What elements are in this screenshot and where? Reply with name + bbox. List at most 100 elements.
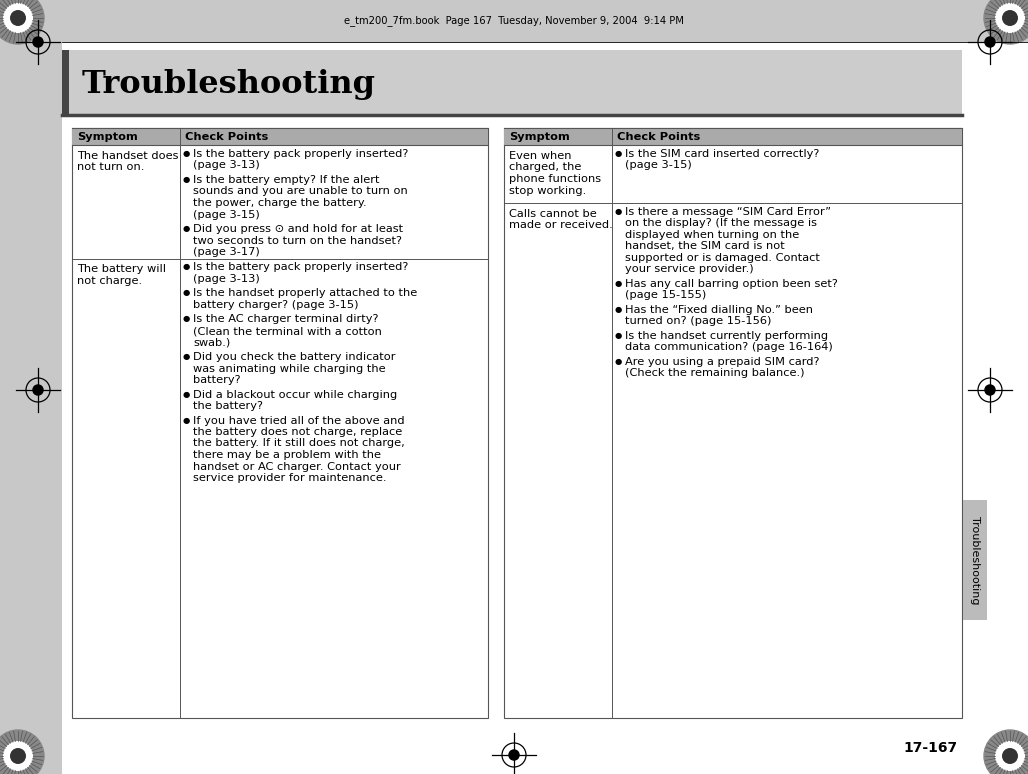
Circle shape [10, 748, 26, 763]
Text: (page 15-155): (page 15-155) [625, 290, 706, 300]
Text: data communication? (page 16-164): data communication? (page 16-164) [625, 343, 833, 352]
Text: Even when: Even when [509, 151, 572, 161]
Text: (page 3-17): (page 3-17) [193, 247, 260, 257]
Text: the power, charge the battery.: the power, charge the battery. [193, 198, 367, 208]
Text: sounds and you are unable to turn on: sounds and you are unable to turn on [193, 187, 408, 197]
Text: ●: ● [615, 305, 622, 314]
Circle shape [33, 37, 43, 47]
Circle shape [10, 11, 26, 26]
Bar [62, 50, 69, 115]
Text: the battery does not charge, replace: the battery does not charge, replace [193, 427, 402, 437]
Text: ●: ● [615, 357, 622, 366]
Text: Did you press ⊙ and hold for at least: Did you press ⊙ and hold for at least [193, 224, 403, 234]
Text: Is the battery pack properly inserted?: Is the battery pack properly inserted? [193, 262, 408, 272]
Text: ●: ● [183, 175, 190, 184]
Text: Is the battery pack properly inserted?: Is the battery pack properly inserted? [193, 149, 408, 159]
Text: Is the handset properly attached to the: Is the handset properly attached to the [193, 289, 417, 299]
Text: Is the handset currently performing: Is the handset currently performing [625, 331, 829, 341]
Text: Troubleshooting: Troubleshooting [82, 69, 376, 100]
Text: ●: ● [183, 352, 190, 361]
Bar [72, 128, 488, 718]
Circle shape [996, 4, 1024, 33]
Circle shape [985, 37, 995, 47]
Text: Are you using a prepaid SIM card?: Are you using a prepaid SIM card? [625, 357, 819, 367]
Text: Is the battery empty? If the alert: Is the battery empty? If the alert [193, 175, 379, 185]
Text: 17-167: 17-167 [904, 741, 958, 755]
Text: was animating while charging the: was animating while charging the [193, 364, 386, 374]
Text: ●: ● [183, 289, 190, 297]
Text: (page 3-13): (page 3-13) [193, 160, 260, 170]
Text: Check Points: Check Points [185, 132, 268, 142]
Text: handset or AC charger. Contact your: handset or AC charger. Contact your [193, 461, 401, 471]
Text: ●: ● [615, 149, 622, 158]
Text: there may be a problem with the: there may be a problem with the [193, 450, 381, 460]
Text: If you have tried all of the above and: If you have tried all of the above and [193, 416, 405, 426]
Text: Is there a message “SIM Card Error”: Is there a message “SIM Card Error” [625, 207, 831, 217]
Bar [62, 0, 1028, 42]
Text: displayed when turning on the: displayed when turning on the [625, 230, 799, 240]
Text: ●: ● [183, 224, 190, 233]
Text: ●: ● [183, 314, 190, 324]
Text: (Clean the terminal with a cotton: (Clean the terminal with a cotton [193, 326, 381, 336]
Text: (Check the remaining balance.): (Check the remaining balance.) [625, 368, 805, 378]
Text: Symptom: Symptom [77, 132, 138, 142]
Circle shape [984, 0, 1028, 44]
Text: supported or is damaged. Contact: supported or is damaged. Contact [625, 253, 820, 263]
Text: charged, the: charged, the [509, 163, 582, 173]
Text: (page 3-15): (page 3-15) [193, 210, 260, 220]
Text: ●: ● [615, 207, 622, 216]
Text: e_tm200_7fm.book  Page 167  Tuesday, November 9, 2004  9:14 PM: e_tm200_7fm.book Page 167 Tuesday, Novem… [344, 15, 684, 26]
Text: ●: ● [615, 279, 622, 288]
Text: battery?: battery? [193, 375, 241, 385]
Text: (page 3-13): (page 3-13) [193, 274, 260, 284]
Text: phone functions: phone functions [509, 174, 601, 184]
Text: The handset does: The handset does [77, 151, 179, 161]
Text: handset, the SIM card is not: handset, the SIM card is not [625, 241, 784, 252]
Circle shape [0, 730, 44, 774]
Text: Has any call barring option been set?: Has any call barring option been set? [625, 279, 838, 289]
Bar [963, 500, 987, 620]
Text: your service provider.): your service provider.) [625, 265, 754, 275]
Text: The battery will: The battery will [77, 265, 166, 275]
Text: Did you check the battery indicator: Did you check the battery indicator [193, 352, 396, 362]
Text: on the display? (If the message is: on the display? (If the message is [625, 218, 817, 228]
Text: Is the SIM card inserted correctly?: Is the SIM card inserted correctly? [625, 149, 819, 159]
Text: ●: ● [615, 331, 622, 340]
Bar [72, 128, 488, 145]
Text: made or received.: made or received. [509, 221, 613, 231]
Text: ●: ● [183, 416, 190, 424]
Text: ●: ● [183, 389, 190, 399]
Text: (page 3-15): (page 3-15) [625, 160, 692, 170]
Text: Calls cannot be: Calls cannot be [509, 209, 596, 219]
Text: the battery. If it still does not charge,: the battery. If it still does not charge… [193, 439, 405, 448]
Text: not turn on.: not turn on. [77, 163, 144, 173]
Text: turned on? (page 15-156): turned on? (page 15-156) [625, 317, 771, 327]
Text: swab.): swab.) [193, 337, 230, 348]
Text: ●: ● [183, 262, 190, 272]
Text: service provider for maintenance.: service provider for maintenance. [193, 473, 387, 483]
Text: Is the AC charger terminal dirty?: Is the AC charger terminal dirty? [193, 314, 378, 324]
Circle shape [985, 385, 995, 395]
Text: two seconds to turn on the handset?: two seconds to turn on the handset? [193, 235, 402, 245]
Bar [62, 50, 962, 115]
Text: Has the “Fixed dialling No.” been: Has the “Fixed dialling No.” been [625, 305, 813, 315]
Text: ●: ● [183, 149, 190, 158]
Text: stop working.: stop working. [509, 186, 586, 196]
Circle shape [509, 750, 519, 760]
Text: Check Points: Check Points [617, 132, 700, 142]
Circle shape [1002, 748, 1018, 763]
Circle shape [984, 730, 1028, 774]
Circle shape [4, 4, 32, 33]
Text: battery charger? (page 3-15): battery charger? (page 3-15) [193, 300, 359, 310]
Circle shape [996, 741, 1024, 770]
Circle shape [33, 385, 43, 395]
Circle shape [1002, 11, 1018, 26]
Text: not charge.: not charge. [77, 276, 142, 286]
Bar [504, 128, 962, 145]
Text: Troubleshooting: Troubleshooting [970, 515, 980, 604]
Circle shape [4, 741, 32, 770]
Text: Symptom: Symptom [509, 132, 570, 142]
Bar [504, 128, 962, 718]
Text: the battery?: the battery? [193, 401, 263, 411]
Circle shape [0, 0, 44, 44]
